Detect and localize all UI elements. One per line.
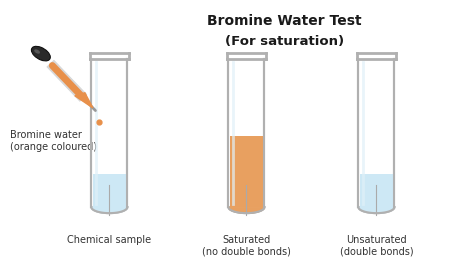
Polygon shape bbox=[358, 207, 394, 213]
Bar bbox=[93, 174, 126, 207]
Polygon shape bbox=[358, 207, 394, 213]
Polygon shape bbox=[228, 207, 264, 213]
Bar bbox=[360, 59, 393, 207]
Bar bbox=[93, 59, 126, 207]
Polygon shape bbox=[75, 93, 93, 108]
Text: Unsaturated
(double bonds): Unsaturated (double bonds) bbox=[339, 235, 413, 256]
Text: Bromine Water Test: Bromine Water Test bbox=[207, 14, 362, 28]
Bar bbox=[230, 136, 263, 207]
Text: Saturated
(no double bonds): Saturated (no double bonds) bbox=[202, 235, 291, 256]
Ellipse shape bbox=[31, 46, 50, 61]
Ellipse shape bbox=[34, 49, 40, 54]
Polygon shape bbox=[91, 207, 128, 213]
Text: Chemical sample: Chemical sample bbox=[67, 235, 152, 245]
Polygon shape bbox=[228, 207, 264, 213]
Polygon shape bbox=[91, 207, 128, 213]
Bar bbox=[360, 174, 393, 207]
Bar bbox=[230, 59, 263, 207]
Text: (For saturation): (For saturation) bbox=[225, 35, 344, 48]
Text: Bromine water
(orange coloured): Bromine water (orange coloured) bbox=[10, 130, 97, 152]
